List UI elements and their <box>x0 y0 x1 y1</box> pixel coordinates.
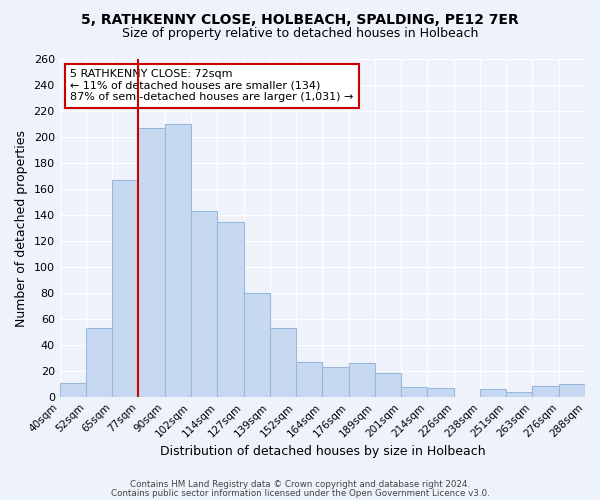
Text: Contains public sector information licensed under the Open Government Licence v3: Contains public sector information licen… <box>110 490 490 498</box>
Bar <box>532 386 559 397</box>
Bar <box>59 383 86 397</box>
Bar <box>296 362 322 397</box>
Bar <box>217 222 244 397</box>
Bar <box>506 392 532 397</box>
Text: 5 RATHKENNY CLOSE: 72sqm
← 11% of detached houses are smaller (134)
87% of semi-: 5 RATHKENNY CLOSE: 72sqm ← 11% of detach… <box>70 69 353 102</box>
Bar <box>322 368 349 397</box>
Text: Contains HM Land Registry data © Crown copyright and database right 2024.: Contains HM Land Registry data © Crown c… <box>130 480 470 489</box>
Bar <box>480 390 506 397</box>
Text: Size of property relative to detached houses in Holbeach: Size of property relative to detached ho… <box>122 28 478 40</box>
Bar <box>112 180 139 397</box>
Text: 5, RATHKENNY CLOSE, HOLBEACH, SPALDING, PE12 7ER: 5, RATHKENNY CLOSE, HOLBEACH, SPALDING, … <box>81 12 519 26</box>
X-axis label: Distribution of detached houses by size in Holbeach: Distribution of detached houses by size … <box>160 444 485 458</box>
Y-axis label: Number of detached properties: Number of detached properties <box>15 130 28 326</box>
Bar <box>244 293 270 397</box>
Bar <box>349 364 375 397</box>
Bar <box>165 124 191 397</box>
Bar <box>559 384 585 397</box>
Bar <box>401 387 427 397</box>
Bar <box>427 388 454 397</box>
Bar <box>191 211 217 397</box>
Bar <box>139 128 165 397</box>
Bar <box>86 328 112 397</box>
Bar <box>375 372 401 397</box>
Bar <box>270 328 296 397</box>
